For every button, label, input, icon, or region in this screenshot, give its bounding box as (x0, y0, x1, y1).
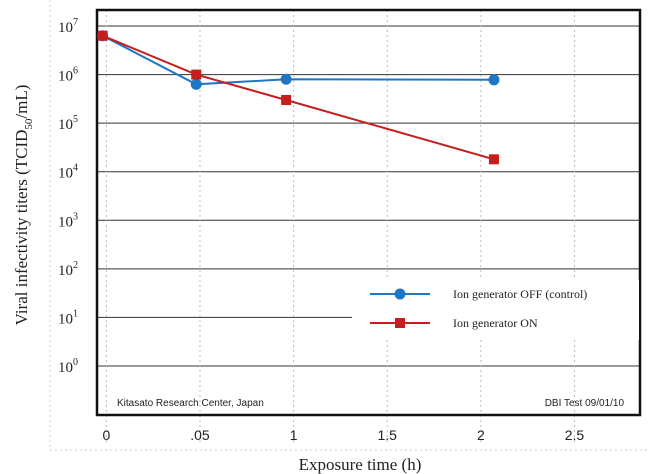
x-tick-label: .05 (190, 427, 210, 443)
grid (49, 0, 648, 451)
data-point (488, 74, 500, 86)
x-tick-label: 2 (477, 427, 485, 443)
y-tick-exponent: 7 (73, 17, 78, 28)
y-tick-base: 10 (58, 117, 73, 133)
plot-border (95, 8, 642, 417)
legend-marker (394, 288, 406, 300)
annotation-test-date: DBI Test 09/01/10 (545, 398, 625, 409)
legend-label: Ion generator OFF (control) (453, 287, 587, 301)
x-tick-label: 0 (102, 427, 110, 443)
data-point (190, 78, 202, 90)
legend: Ion generator OFF (control) Ion generator… (352, 280, 639, 340)
y-axis-label-main: Viral infectivity titers (TCID (12, 130, 31, 326)
y-tick-exponent: 5 (73, 114, 78, 125)
data-point (281, 94, 292, 105)
y-tick-exponent: 6 (73, 66, 78, 77)
legend-label: Ion generator ON (453, 316, 538, 330)
y-tick-exponent: 2 (73, 260, 78, 271)
series-0 (97, 30, 500, 90)
x-tick-label: 1.5 (377, 427, 397, 443)
y-tick-label: 100 (58, 357, 78, 376)
x-axis-ticks: 0 .05 1 1.5 2 2.5 (102, 427, 584, 443)
series-1 (97, 30, 499, 165)
annotation-source: Kitasato Research Center, Japan (117, 398, 264, 409)
legend-marker (395, 318, 405, 328)
y-tick-exponent: 3 (73, 211, 78, 222)
data-point (97, 30, 108, 41)
y-axis-label-subscript: 50 (23, 118, 35, 130)
y-tick-base: 10 (58, 311, 73, 327)
y-tick-exponent: 0 (73, 357, 78, 368)
series (97, 30, 500, 165)
y-tick-exponent: 4 (73, 163, 78, 174)
y-axis-label: Viral infectivity titers (TCID50/mL) (12, 85, 35, 326)
y-tick-base: 10 (58, 20, 73, 36)
x-tick-label: 1 (290, 427, 298, 443)
x-axis-label: Exposure time (h) (299, 455, 422, 474)
y-tick-base: 10 (58, 69, 73, 85)
y-tick-label: 104 (58, 163, 78, 182)
y-tick-label: 103 (58, 211, 78, 230)
data-point (191, 69, 202, 80)
data-point (280, 73, 292, 85)
y-tick-base: 10 (58, 263, 73, 279)
y-tick-label: 102 (58, 260, 78, 279)
y-tick-label: 106 (58, 66, 78, 85)
y-tick-exponent: 1 (73, 308, 78, 319)
y-tick-base: 10 (58, 166, 73, 182)
y-axis-label-unit: /mL) (12, 85, 31, 119)
y-tick-base: 10 (58, 214, 73, 230)
series-line (102, 34, 495, 161)
series-line (102, 34, 495, 86)
data-point (488, 154, 499, 165)
x-tick-label: 2.5 (565, 427, 585, 443)
annotations: Kitasato Research Center, Japan DBI Test… (117, 398, 624, 409)
y-tick-label: 101 (58, 308, 78, 327)
y-tick-label: 107 (58, 17, 78, 36)
plot-frame (95, 8, 642, 417)
y-tick-label: 105 (58, 114, 78, 133)
y-tick-base: 10 (58, 360, 73, 376)
